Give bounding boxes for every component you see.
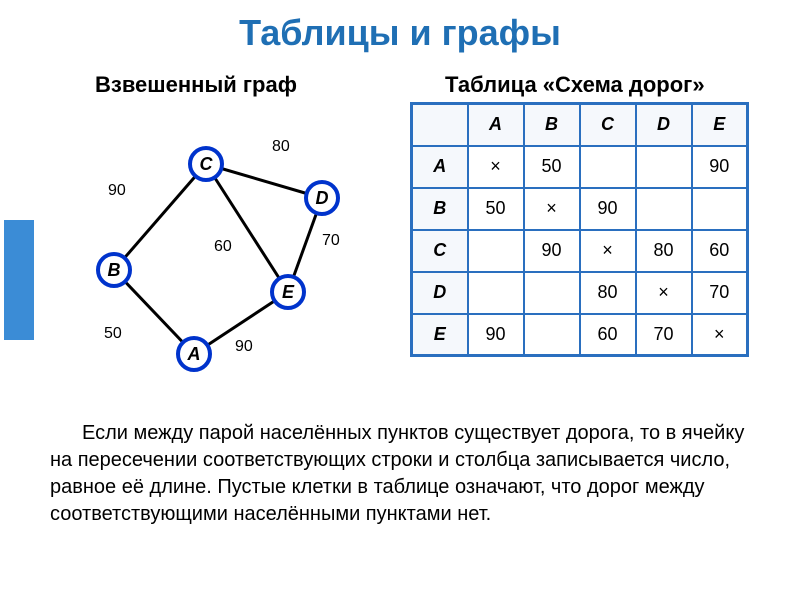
table-cell [636,146,692,188]
table-cell: 50 [524,146,580,188]
table-row: C 90×8060 [412,230,748,272]
row-head: E [412,314,468,356]
table-cell: 50 [468,188,524,230]
table-cell: 90 [468,314,524,356]
table-corner [412,104,468,146]
table-cell: 80 [636,230,692,272]
table-cell: × [468,146,524,188]
table-cell: 90 [692,146,748,188]
table-cell [636,188,692,230]
col-head: A [468,104,524,146]
table-cell: × [580,230,636,272]
table-cell: 90 [580,188,636,230]
roads-table: A B C D E A×5090B50×90C90×8060D80×70E906… [410,102,749,357]
row-head: A [412,146,468,188]
edge-weight: 90 [235,338,253,356]
table-row: E90 6070× [412,314,748,356]
table-cell: 90 [524,230,580,272]
graph-node: A [176,336,212,372]
table-row: D 80×70 [412,272,748,314]
row-head: C [412,230,468,272]
table-cell [468,230,524,272]
graph-node: D [304,180,340,216]
table-cell [692,188,748,230]
table-cell [524,272,580,314]
edge-weight: 60 [214,238,232,256]
col-head: E [692,104,748,146]
graph-node: C [188,146,224,182]
col-head: D [636,104,692,146]
table-cell [524,314,580,356]
table-cell [580,146,636,188]
table-row: B50×90 [412,188,748,230]
table-cell: 60 [580,314,636,356]
table-cell: 60 [692,230,748,272]
col-head: B [524,104,580,146]
row-head: B [412,188,468,230]
subtitle-table: Таблица «Схема дорог» [445,72,705,98]
col-head: C [580,104,636,146]
table-cell: × [692,314,748,356]
weighted-graph: 50 90 80 70 60 90 A B C D E [80,120,400,390]
graph-node: E [270,274,306,310]
edge-weight: 90 [108,182,126,200]
table-cell: × [636,272,692,314]
edge-weight: 50 [104,325,122,343]
table-cell: × [524,188,580,230]
edge-weight: 80 [272,138,290,156]
table-header-row: A B C D E [412,104,748,146]
table-cell: 80 [580,272,636,314]
explanation-text: Если между парой населённых пунктов суще… [50,420,770,528]
table-cell: 70 [692,272,748,314]
decor-left-bar [4,220,34,340]
row-head: D [412,272,468,314]
explanation-body: Если между парой населённых пунктов суще… [50,422,744,525]
table-cell: 70 [636,314,692,356]
page-title: Таблицы и графы [0,0,800,54]
table-row: A×50 90 [412,146,748,188]
table-cell [468,272,524,314]
graph-node: B [96,252,132,288]
edge-weight: 70 [322,232,340,250]
subtitle-graph: Взвешенный граф [95,72,297,98]
